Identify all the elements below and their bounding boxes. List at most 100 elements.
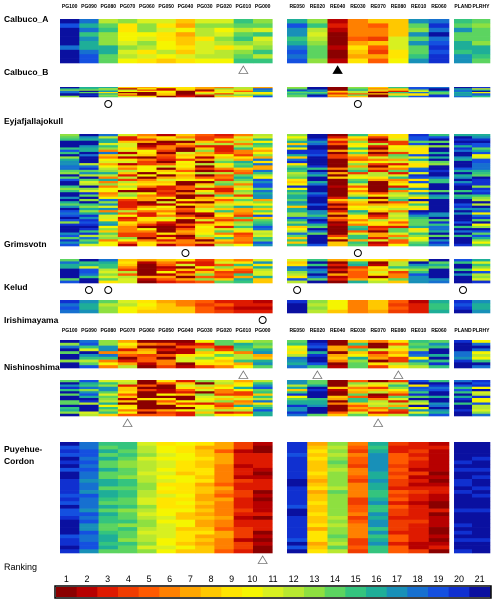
heatmap-cell: [137, 382, 157, 385]
heatmap-cell: [347, 398, 369, 401]
heatmap-cell: [428, 140, 450, 144]
heatmap-cell: [214, 479, 234, 483]
heatmap-cell: [472, 386, 491, 390]
heatmap-cell: [408, 303, 430, 307]
heatmap-cell: [79, 445, 99, 450]
heatmap-cell: [195, 172, 215, 175]
heatmap-cell: [195, 516, 215, 520]
heatmap-cell: [388, 493, 409, 498]
heatmap-cell: [233, 384, 254, 388]
heatmap-cell: [195, 404, 215, 408]
heatmap-cell: [428, 354, 450, 358]
heatmap-cell: [347, 541, 369, 546]
heatmap-cell: [137, 205, 157, 209]
heatmap-cell: [454, 142, 473, 146]
heatmap-cell: [408, 196, 430, 200]
heatmap-cell: [408, 497, 430, 502]
heatmap-cell: [388, 275, 409, 279]
colorbar-tick-label: 2: [84, 574, 89, 584]
heatmap-cell: [368, 45, 389, 51]
heatmap-cell: [408, 449, 430, 454]
heatmap-cell: [408, 205, 430, 209]
heatmap-cell: [388, 541, 409, 546]
heatmap-cell: [195, 259, 215, 262]
heatmap-cell: [428, 442, 450, 446]
heatmap-cell: [195, 365, 215, 369]
heatmap-cell: [327, 534, 349, 539]
heatmap-cell: [156, 232, 177, 236]
heatmap-cell: [327, 259, 349, 262]
column-header: PG100: [62, 328, 78, 334]
heatmap-cell: [454, 36, 473, 42]
heatmap-cell: [117, 89, 138, 92]
heatmap-cell: [60, 88, 80, 90]
heatmap-cell: [79, 266, 99, 269]
heatmap-cell: [60, 192, 80, 195]
heatmap-cell: [472, 54, 491, 59]
heatmap-cell: [156, 453, 177, 458]
heatmap-cell: [307, 259, 328, 262]
heatmap-cell: [117, 545, 138, 550]
heatmap-cell: [98, 395, 119, 399]
heatmap-cell: [98, 259, 119, 262]
heatmap-cell: [137, 493, 157, 498]
heatmap-cell: [60, 214, 80, 218]
heatmap-cell: [454, 212, 473, 215]
heatmap-cell: [408, 490, 430, 495]
heatmap-cell: [388, 404, 409, 408]
heatmap-cell: [195, 449, 215, 454]
heatmap-cell: [195, 134, 215, 137]
heatmap-cell: [98, 402, 119, 406]
heatmap-cell: [253, 501, 273, 506]
heatmap-cell: [233, 413, 254, 417]
heatmap-cell: [327, 178, 349, 182]
heatmap-cell: [408, 340, 430, 344]
heatmap-cell: [195, 348, 215, 352]
circle-marker: [353, 100, 362, 108]
heatmap-cell: [472, 205, 491, 209]
heatmap-cell: [98, 479, 119, 483]
heatmap-cell: [347, 145, 369, 148]
heatmap-cell: [60, 449, 80, 454]
heatmap-cell: [98, 90, 119, 93]
heatmap-cell: [156, 187, 177, 191]
heatmap-cell: [98, 534, 119, 539]
heatmap-cell: [233, 402, 254, 406]
heatmap-cell: [117, 165, 138, 168]
heatmap-cell: [137, 530, 157, 535]
heatmap-cell: [428, 147, 450, 150]
heatmap-cell: [388, 181, 409, 184]
heatmap-cell: [98, 58, 119, 64]
heatmap-cell: [117, 519, 138, 524]
heatmap-cell: [233, 198, 254, 202]
heatmap-cell: [98, 27, 119, 33]
heatmap-cell: [307, 145, 328, 148]
heatmap-cell: [156, 345, 177, 349]
heatmap-cell: [79, 210, 99, 213]
heatmap-cell: [60, 309, 80, 314]
heatmap-cell: [408, 411, 430, 415]
heatmap-cell: [408, 172, 430, 175]
heatmap-cell: [117, 501, 138, 506]
heatmap-cell: [117, 482, 138, 487]
heatmap-cell: [472, 359, 491, 363]
heatmap-cell: [327, 497, 349, 502]
heatmap-cell: [307, 49, 328, 55]
heatmap-cell: [156, 275, 177, 279]
heatmap-cell: [98, 23, 119, 29]
heatmap-cell: [156, 400, 177, 403]
heatmap-cell: [233, 356, 254, 360]
heatmap-cell: [472, 393, 491, 397]
heatmap-cell: [347, 181, 369, 184]
heatmap-cell: [368, 88, 389, 90]
heatmap-cell: [195, 398, 215, 401]
heatmap-cell: [117, 380, 138, 383]
heatmap-cell: [428, 508, 450, 513]
heatmap-cell: [253, 228, 273, 231]
heatmap-cell: [428, 303, 450, 307]
heatmap-cell: [368, 232, 389, 236]
heatmap-cell: [253, 306, 273, 311]
heatmap-cell: [327, 445, 349, 450]
heatmap-cell: [307, 207, 328, 211]
heatmap-cell: [408, 413, 430, 417]
